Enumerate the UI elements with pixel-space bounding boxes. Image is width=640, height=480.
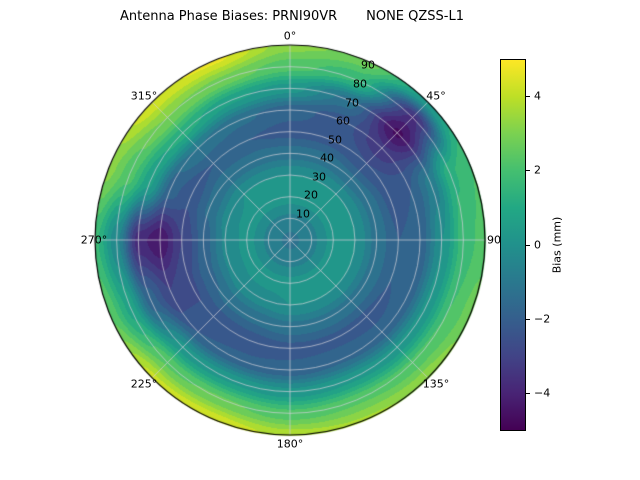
colorbar-tickmark [526,96,530,97]
r-label-50: 50 [328,133,342,147]
r-label-90: 90 [361,58,375,72]
theta-label-90: 90 [487,233,501,247]
theta-label-135: 135° [422,377,450,391]
colorbar-tick-neg4: −4 [534,386,551,400]
colorbar-tick-4: 4 [534,89,541,103]
theta-label-45: 45° [426,89,446,103]
colorbar-tickmark [526,319,530,320]
r-label-40: 40 [320,151,334,165]
colorbar-tick-0: 0 [534,238,541,252]
theta-label-315: 315° [130,89,158,103]
colorbar-tick-neg2: −2 [534,312,551,326]
r-label-30: 30 [312,170,326,184]
r-label-70: 70 [345,96,359,110]
r-label-80: 80 [353,77,367,91]
colorbar [500,59,526,431]
theta-label-180: 180° [276,437,304,451]
r-label-60: 60 [336,114,350,128]
colorbar-tickmark [526,170,530,171]
theta-label-270: 270° [80,233,108,247]
theta-label-0: 0° [283,29,297,43]
theta-label-225: 225° [130,377,158,391]
colorbar-tickmark [526,393,530,394]
colorbar-tickmark [526,245,530,246]
colorbar-axis-label: Bias (mm) [550,216,564,274]
chart-title: Antenna Phase Biases: PRNI90VR NONE QZSS… [119,9,465,24]
colorbar-tick-2: 2 [534,163,541,177]
r-label-10: 10 [296,207,310,221]
r-label-20: 20 [304,188,318,202]
